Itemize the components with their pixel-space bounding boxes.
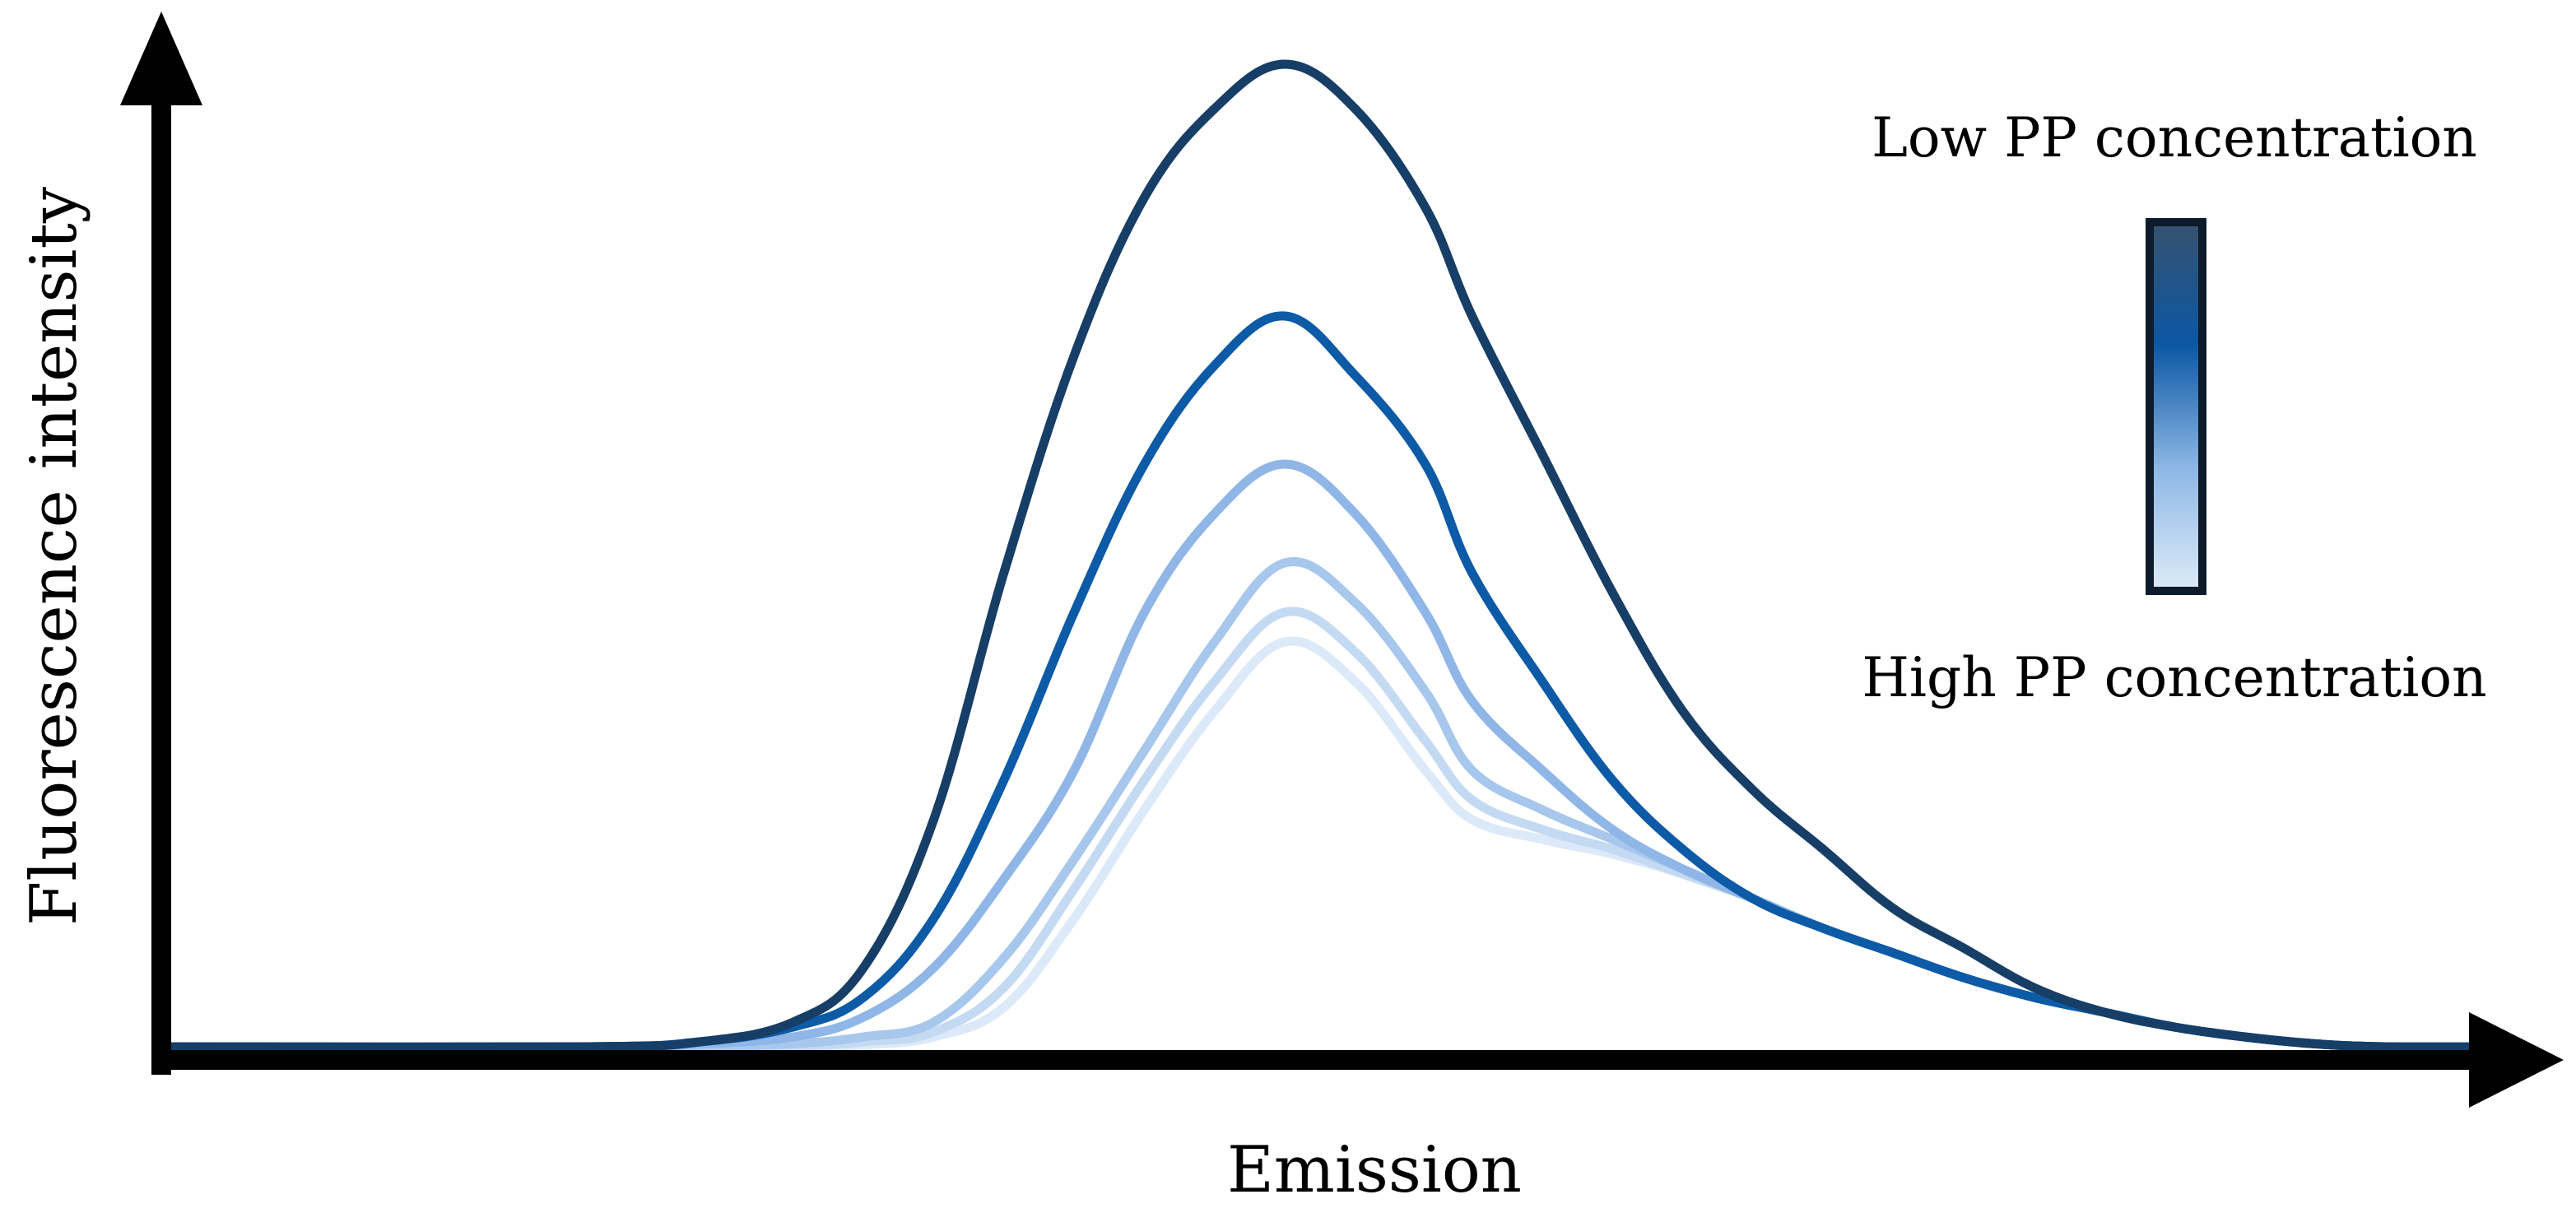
legend-gradient-bar xyxy=(2146,218,2206,595)
series-layer xyxy=(156,59,2507,1052)
legend: Low PP concentration High PP concentrati… xyxy=(1862,106,2486,709)
x-axis-arrow-icon xyxy=(2469,1012,2564,1108)
legend-low-label: Low PP concentration xyxy=(1872,106,2477,170)
axes xyxy=(120,12,2564,1108)
y-axis-arrow-icon xyxy=(120,12,202,105)
y-axis-label: Fluorescence intensity xyxy=(17,187,91,926)
series-line-1 xyxy=(156,59,2507,1052)
legend-high-label: High PP concentration xyxy=(1862,646,2486,709)
x-axis-label: Emission xyxy=(1227,1133,1522,1207)
